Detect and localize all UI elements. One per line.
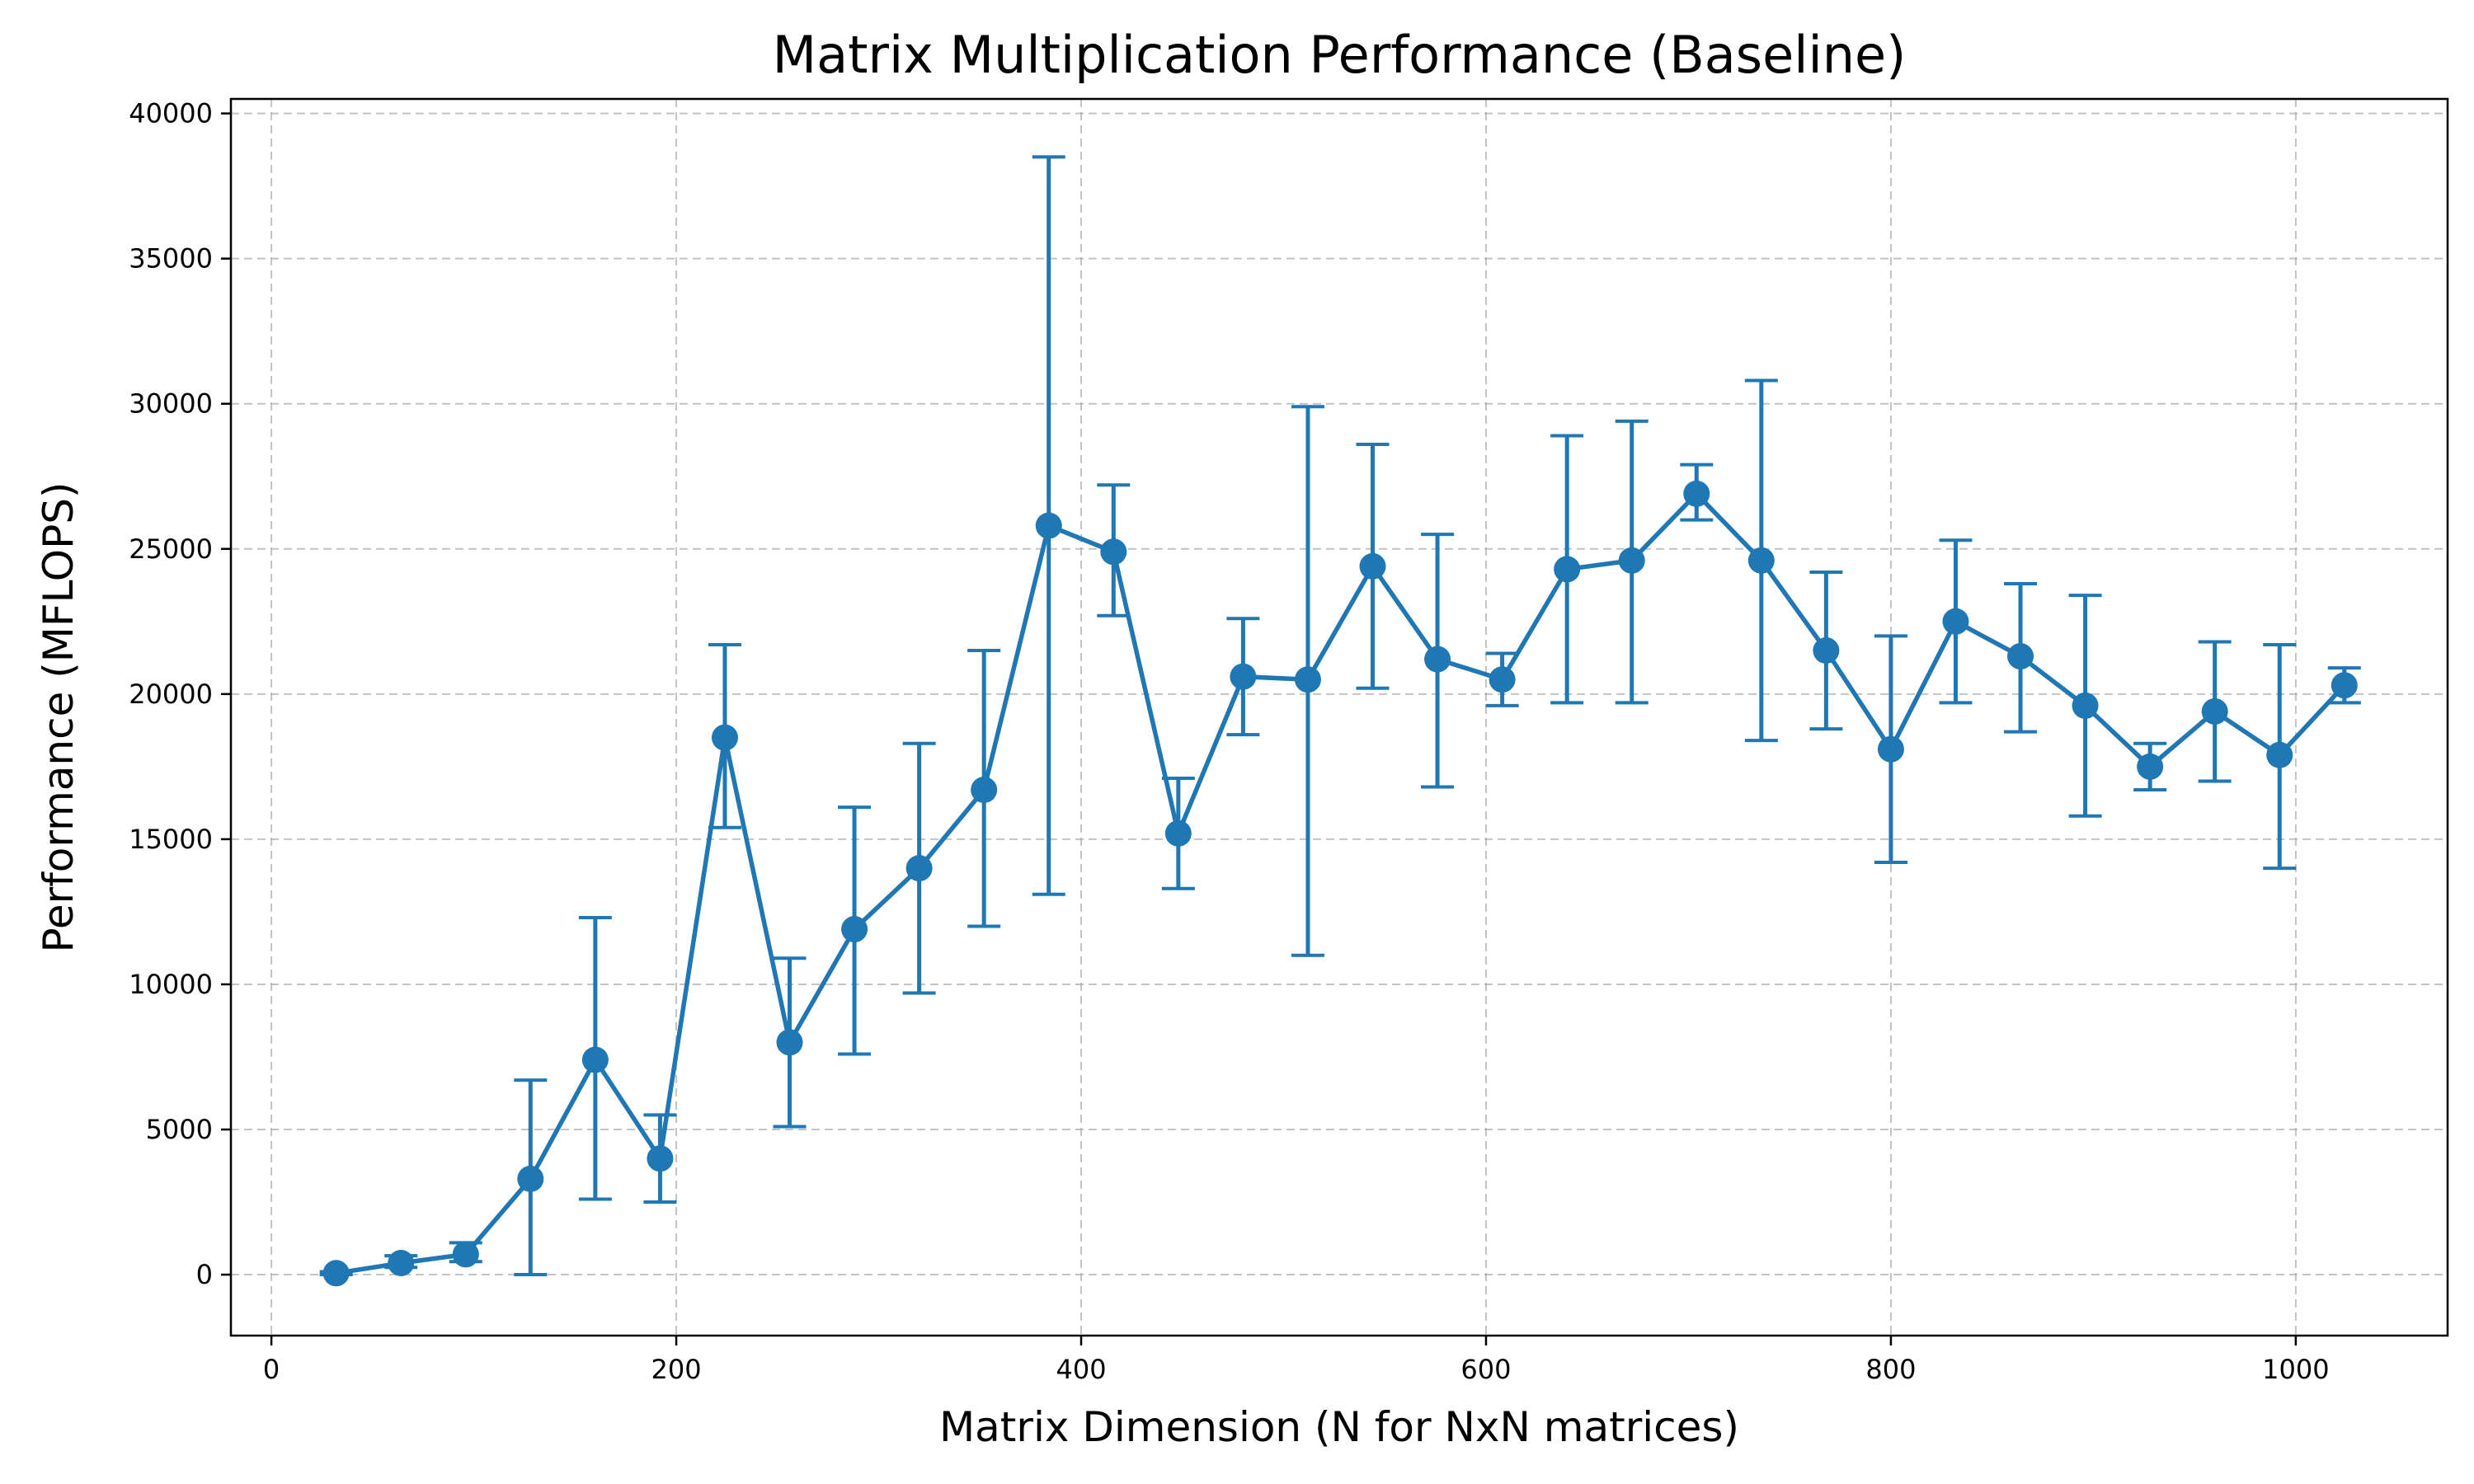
y-axis-title: Performance (MFLOPS) [35, 482, 82, 953]
data-point [1294, 666, 1321, 693]
data-point [2137, 753, 2164, 780]
chart-title: Matrix Multiplication Performance (Basel… [773, 25, 1907, 85]
series-line [336, 491, 2346, 1276]
data-point [1877, 735, 1904, 763]
data-point [1489, 666, 1516, 693]
x-tick-label: 0 [263, 1354, 280, 1385]
data-point [1100, 538, 1127, 566]
data-point [971, 777, 998, 804]
data-point [776, 1029, 803, 1056]
data-point [1813, 637, 1840, 665]
data-point [1554, 556, 1581, 583]
data-point [2266, 741, 2293, 768]
data-point [841, 916, 868, 943]
data-point [905, 855, 933, 882]
data-point [1747, 547, 1775, 574]
y-tick-label: 25000 [129, 533, 213, 565]
data-point [1618, 547, 1645, 574]
data-point [452, 1241, 479, 1268]
line-layer [336, 491, 2346, 1276]
data-point [711, 724, 738, 751]
data-point [2007, 643, 2034, 670]
data-point [2331, 672, 2358, 699]
data-point [322, 1260, 350, 1287]
data-point [581, 1046, 609, 1073]
data-point [1424, 646, 1451, 673]
data-point [1230, 663, 1257, 690]
y-tick-label: 40000 [129, 98, 213, 129]
x-tick-label: 1000 [2262, 1354, 2329, 1385]
data-point [2201, 697, 2228, 725]
x-tick-label: 400 [1056, 1354, 1106, 1385]
y-tick-label: 35000 [129, 243, 213, 275]
data-point [647, 1145, 674, 1172]
plot-frame [229, 97, 2449, 1337]
data-point [1942, 608, 1969, 635]
y-tick-label: 10000 [129, 969, 213, 1000]
y-tick-label: 5000 [146, 1114, 213, 1145]
y-tick-label: 30000 [129, 388, 213, 420]
data-point [2072, 692, 2099, 719]
tick-layer: 0 200 400 600 800 100005000100001500020000250… [129, 98, 2329, 1385]
grid-layer [231, 99, 2448, 1336]
x-tick-label: 200 [651, 1354, 702, 1385]
point-layer [322, 480, 2358, 1287]
x-tick-label: 800 [1865, 1354, 1916, 1385]
x-tick-label: 600 [1460, 1354, 1511, 1385]
data-point [517, 1165, 544, 1192]
data-point [1683, 480, 1710, 507]
data-point [1035, 512, 1062, 539]
data-point [388, 1249, 415, 1276]
y-tick-label: 15000 [129, 824, 213, 855]
x-axis-title: Matrix Dimension (N for NxN matrices) [939, 1403, 1739, 1451]
data-point [1164, 819, 1192, 847]
y-tick-label: 0 [196, 1259, 213, 1290]
y-tick-label: 20000 [129, 679, 213, 710]
errorbar-layer [319, 155, 2361, 1277]
data-point [1359, 552, 1386, 580]
